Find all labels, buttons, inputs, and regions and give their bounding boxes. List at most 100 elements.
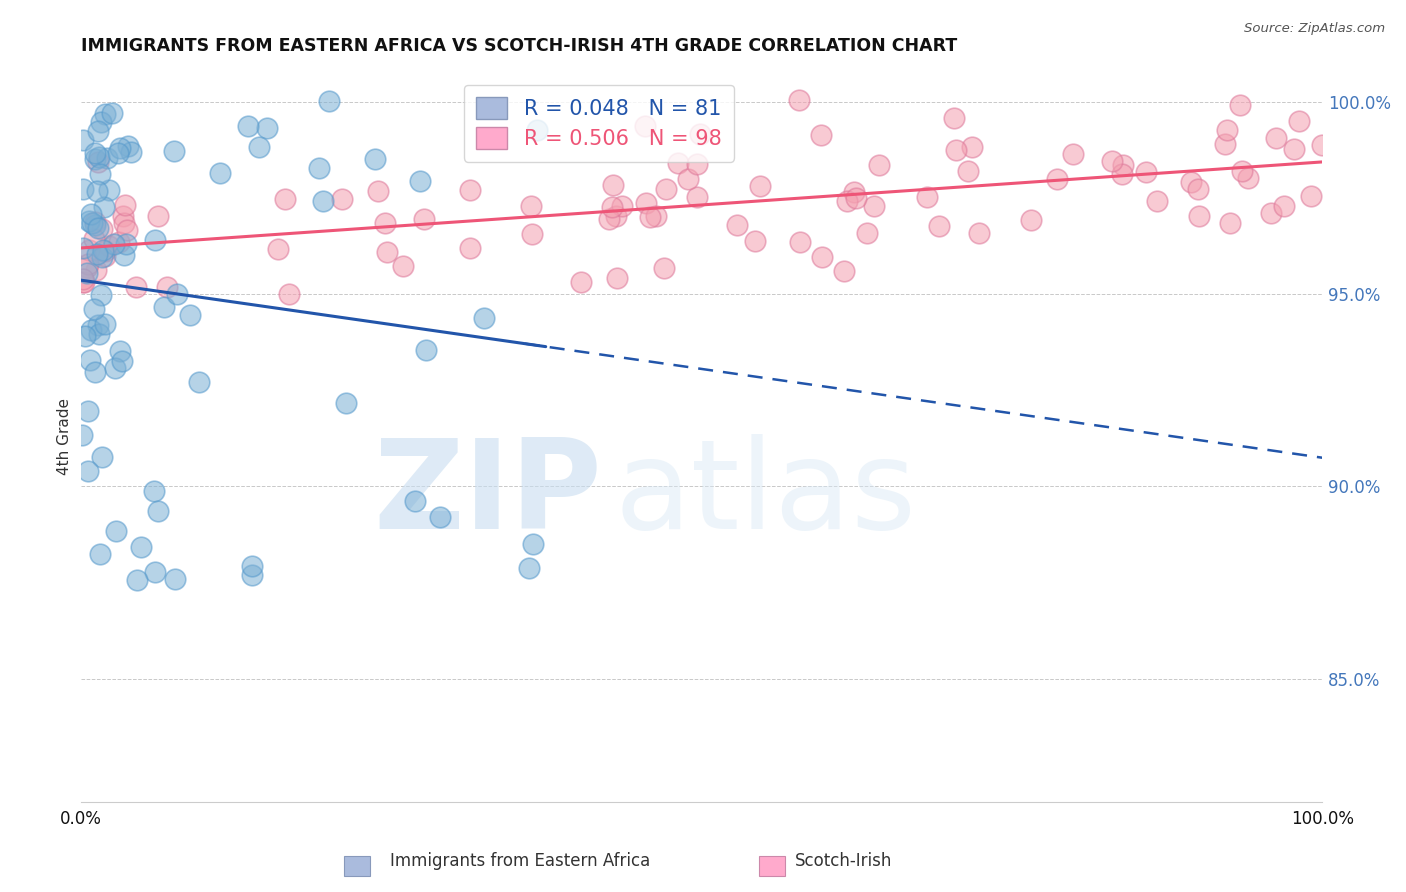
Point: [84, 263, 107, 277]
Point: [70, 428, 93, 442]
Point: [917, 190, 939, 204]
Point: [91, 250, 114, 264]
Point: [94, 317, 117, 331]
Point: [79, 206, 101, 220]
Point: [143, 483, 166, 498]
Point: [409, 174, 432, 188]
Point: [72, 182, 94, 196]
Point: [93, 200, 115, 214]
Point: [93, 243, 115, 257]
Point: [842, 186, 865, 200]
Point: [107, 235, 129, 249]
Point: [107, 145, 129, 160]
Point: [112, 248, 135, 262]
Point: [125, 573, 148, 587]
Point: [152, 300, 174, 314]
Point: [517, 561, 540, 575]
Point: [162, 144, 184, 158]
Point: [87, 155, 110, 169]
Point: [256, 121, 278, 136]
Point: [1021, 213, 1043, 227]
Point: [143, 233, 166, 247]
Point: [179, 308, 201, 322]
Point: [744, 234, 766, 248]
Point: [89, 547, 111, 561]
Point: [1111, 167, 1133, 181]
Point: [208, 166, 231, 180]
Point: [274, 192, 297, 206]
Point: [318, 94, 340, 108]
Point: [112, 217, 135, 231]
Point: [520, 227, 543, 241]
Point: [868, 158, 890, 172]
Legend: R = 0.048   N = 81, R = 0.506   N = 98: R = 0.048 N = 81, R = 0.506 N = 98: [464, 85, 734, 161]
Point: [87, 124, 110, 138]
Point: [89, 327, 111, 342]
Point: [238, 119, 260, 133]
Point: [666, 156, 689, 170]
Point: [1236, 171, 1258, 186]
Point: [945, 143, 967, 157]
Point: [111, 209, 134, 223]
Point: [308, 161, 330, 176]
Point: [94, 249, 117, 263]
Point: [146, 504, 169, 518]
Point: [188, 375, 211, 389]
Point: [93, 107, 115, 121]
Point: [789, 235, 811, 249]
Point: [1146, 194, 1168, 209]
Point: [598, 212, 620, 227]
Point: [89, 150, 111, 164]
Point: [1135, 164, 1157, 178]
Point: [458, 241, 481, 255]
Point: [678, 172, 700, 186]
Point: [686, 157, 709, 171]
Point: [73, 328, 96, 343]
Point: [72, 241, 94, 255]
Point: [83, 302, 105, 317]
Point: [91, 222, 114, 236]
Point: [475, 131, 498, 145]
Point: [638, 210, 661, 224]
Point: [166, 287, 188, 301]
Point: [602, 178, 624, 192]
Point: [76, 260, 98, 274]
Point: [143, 565, 166, 579]
Point: [1265, 131, 1288, 145]
Point: [98, 238, 121, 252]
Point: [163, 572, 186, 586]
Point: [84, 152, 107, 166]
Point: [117, 138, 139, 153]
Point: [1187, 182, 1209, 196]
Point: [391, 259, 413, 273]
Point: [278, 287, 301, 301]
Point: [605, 209, 627, 223]
Point: [367, 184, 389, 198]
Y-axis label: 4th Grade: 4th Grade: [58, 398, 72, 475]
Point: [1046, 172, 1069, 186]
Point: [1062, 146, 1084, 161]
Point: [82, 216, 104, 230]
Point: [98, 183, 121, 197]
Point: [1112, 158, 1135, 172]
Point: [652, 260, 675, 275]
Point: [89, 167, 111, 181]
Point: [845, 191, 868, 205]
Point: [526, 122, 548, 136]
Point: [108, 141, 131, 155]
Point: [863, 199, 886, 213]
Point: [86, 246, 108, 260]
Point: [156, 280, 179, 294]
Point: [111, 354, 134, 368]
Point: [335, 395, 357, 409]
Point: [115, 223, 138, 237]
Point: [100, 106, 122, 120]
Point: [364, 152, 387, 166]
Point: [247, 140, 270, 154]
Point: [90, 115, 112, 129]
Point: [636, 196, 658, 211]
Point: [266, 242, 288, 256]
Point: [810, 128, 832, 142]
Point: [312, 194, 335, 208]
Point: [72, 272, 94, 286]
